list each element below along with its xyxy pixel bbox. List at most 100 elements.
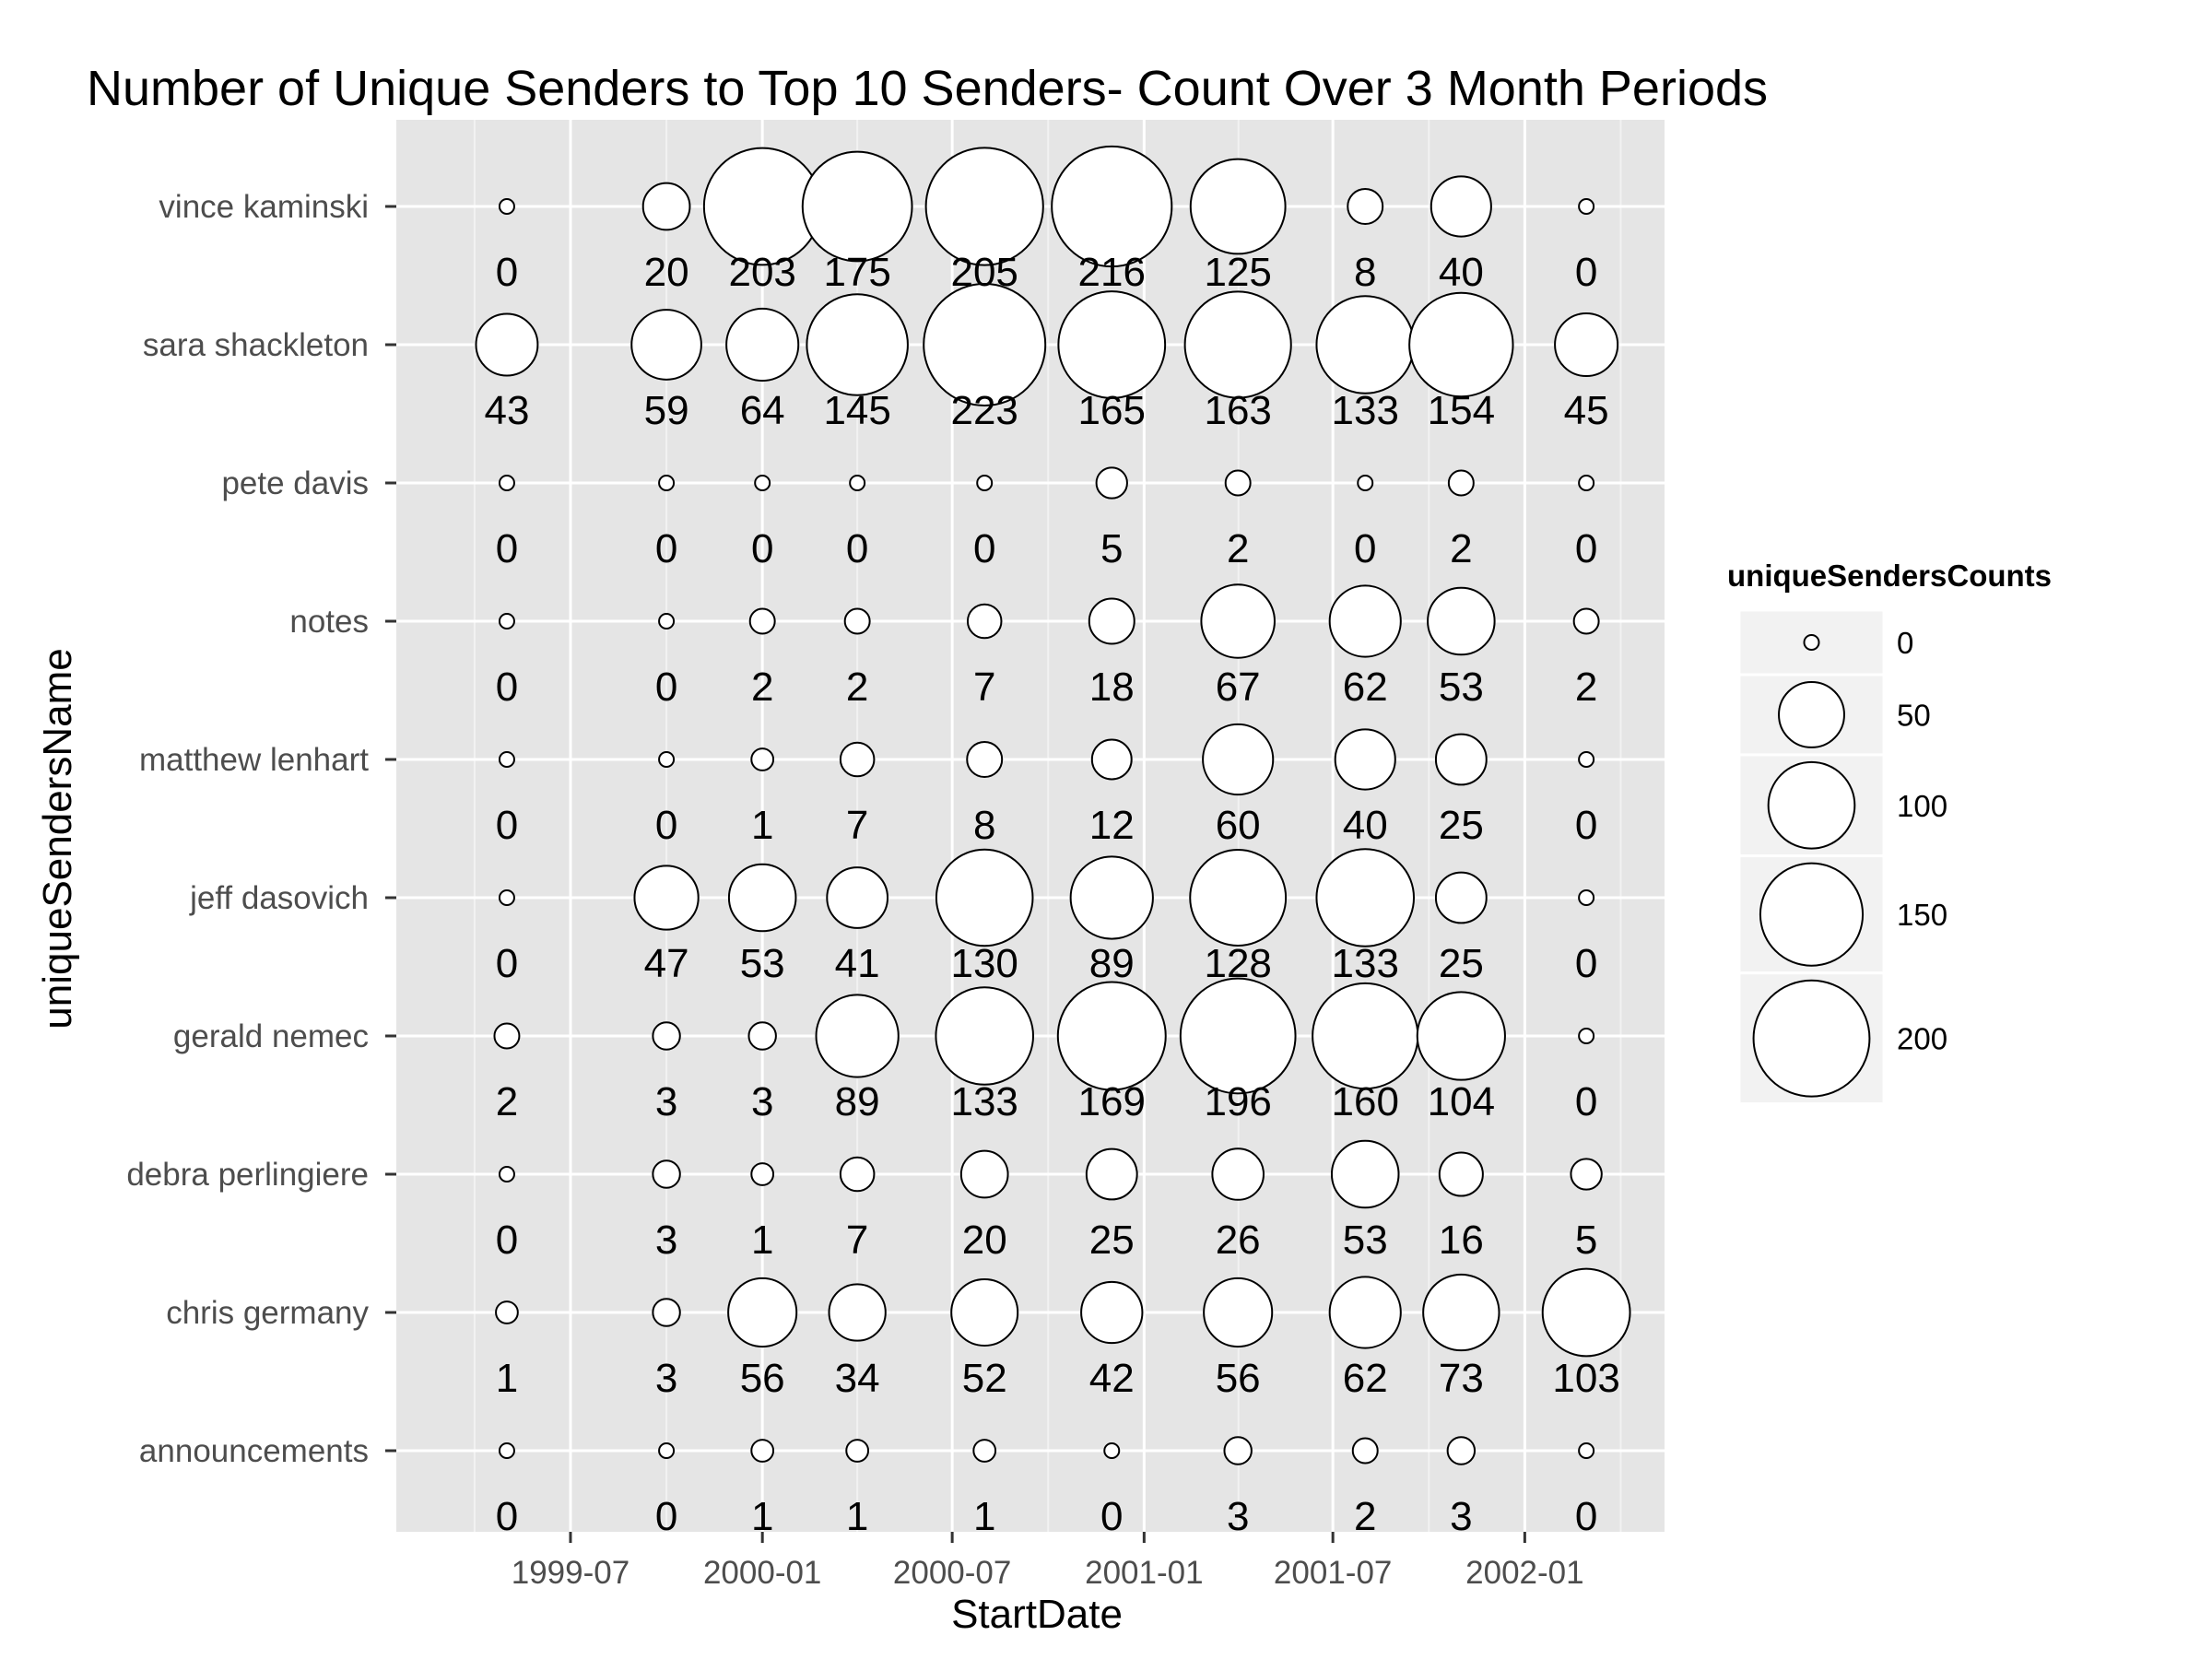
bubble-value-label: 5 xyxy=(1575,1218,1597,1263)
bubble xyxy=(976,475,994,491)
bubble-value-label: 1 xyxy=(846,1494,868,1539)
bubble-value-label: 7 xyxy=(846,1218,868,1263)
bubble-value-label: 133 xyxy=(1332,941,1399,986)
legend-label: 150 xyxy=(1897,898,1947,932)
x-tick-label: 2002-01 xyxy=(1465,1555,1583,1591)
bubble xyxy=(1416,991,1506,1081)
bubble-value-label: 104 xyxy=(1428,1079,1495,1124)
bubble xyxy=(1211,1147,1265,1201)
bubble xyxy=(1056,981,1167,1091)
bubble-value-label: 154 xyxy=(1428,388,1495,433)
bubble-value-label: 7 xyxy=(846,803,868,848)
bubble xyxy=(1554,312,1619,378)
bubble-value-label: 0 xyxy=(655,526,677,571)
bubble-value-label: 1 xyxy=(751,803,773,848)
bubble-value-label: 0 xyxy=(1354,526,1376,571)
bubble-value-label: 0 xyxy=(1575,1079,1597,1124)
bubble xyxy=(498,613,515,629)
bubble xyxy=(1315,295,1416,394)
bubble-value-label: 0 xyxy=(655,665,677,710)
bubble-value-label: 62 xyxy=(1343,665,1388,710)
bubble-value-label: 3 xyxy=(1227,1494,1249,1539)
bubble-value-label: 0 xyxy=(751,526,773,571)
bubble xyxy=(845,1439,870,1463)
legend-bubble xyxy=(1767,760,1856,850)
bubble-value-label: 40 xyxy=(1439,250,1484,295)
bubble-value-label: 0 xyxy=(496,250,518,295)
legend-label: 200 xyxy=(1897,1022,1947,1056)
bubble xyxy=(727,863,797,933)
bubble xyxy=(1103,1442,1121,1459)
bubble-value-label: 89 xyxy=(835,1079,880,1124)
bubble-value-label: 175 xyxy=(823,250,890,295)
bubble xyxy=(652,1298,681,1327)
bubble xyxy=(1572,607,1600,635)
bubble xyxy=(806,293,909,396)
bubble-value-label: 205 xyxy=(950,250,1018,295)
bubble xyxy=(1427,586,1496,656)
bubble xyxy=(1578,1442,1595,1459)
bubble xyxy=(1328,584,1402,658)
bubble xyxy=(498,475,515,491)
bubble-value-label: 0 xyxy=(496,1494,518,1539)
bubble-value-label: 160 xyxy=(1332,1079,1399,1124)
bubble-value-label: 0 xyxy=(655,1494,677,1539)
bubble xyxy=(658,1442,676,1459)
bubble xyxy=(839,1156,876,1193)
bubble-value-label: 25 xyxy=(1439,803,1484,848)
bubble xyxy=(652,1021,681,1051)
bubble xyxy=(1541,1267,1631,1358)
bubble-value-label: 12 xyxy=(1089,803,1135,848)
bubble-value-label: 64 xyxy=(740,388,785,433)
y-tick-label: matthew lenhart xyxy=(139,742,369,778)
legend-title: uniqueSendersCounts xyxy=(1727,559,2052,593)
bubble-value-label: 2 xyxy=(1354,1494,1376,1539)
bubble-value-label: 53 xyxy=(1343,1218,1388,1263)
bubble-value-label: 3 xyxy=(1450,1494,1472,1539)
bubble xyxy=(950,1277,1019,1347)
bubble xyxy=(747,1021,777,1051)
bubble xyxy=(1447,469,1475,497)
size-legend: uniqueSendersCounts 0 50 100 150 200 xyxy=(1727,559,2052,1106)
y-tick-label: pete davis xyxy=(221,465,369,501)
bubble xyxy=(475,312,539,377)
bubble-value-label: 56 xyxy=(1216,1356,1261,1401)
bubble xyxy=(1434,871,1488,924)
bubble xyxy=(1438,1151,1484,1197)
bubble xyxy=(633,865,700,931)
bubble xyxy=(959,1149,1009,1199)
y-tick-label: debra perlingiere xyxy=(126,1157,369,1193)
y-axis-title: uniqueSendersName xyxy=(35,648,80,1029)
bubble xyxy=(1189,849,1288,947)
bubble xyxy=(1408,291,1514,398)
bubble xyxy=(849,475,866,491)
y-tick-label: sara shackleton xyxy=(143,327,369,363)
bubble xyxy=(1578,475,1595,491)
bubble xyxy=(493,1022,521,1050)
bubble xyxy=(658,751,676,768)
bubble xyxy=(1090,738,1133,781)
bubble-value-label: 73 xyxy=(1439,1356,1484,1401)
bubble xyxy=(750,1439,775,1463)
bubble-value-label: 196 xyxy=(1204,1079,1271,1124)
bubble-value-label: 0 xyxy=(846,526,868,571)
bubble-value-label: 163 xyxy=(1204,388,1271,433)
bubble-value-label: 5 xyxy=(1100,526,1123,571)
bubble-value-label: 0 xyxy=(1575,1494,1597,1539)
bubble-value-label: 0 xyxy=(973,526,995,571)
bubble xyxy=(972,1439,997,1463)
bubble xyxy=(1057,290,1167,399)
x-tick-label: 2001-01 xyxy=(1085,1555,1203,1591)
x-tick-label: 2001-07 xyxy=(1274,1555,1392,1591)
bubble-value-label: 40 xyxy=(1343,803,1388,848)
bubble-value-label: 18 xyxy=(1089,665,1135,710)
bubble-value-label: 203 xyxy=(728,250,795,295)
bubble-value-label: 25 xyxy=(1439,941,1484,986)
bubble xyxy=(630,309,702,381)
bubble xyxy=(828,1283,887,1342)
bubble-value-label: 2 xyxy=(1575,665,1597,710)
legend-label: 50 xyxy=(1897,698,1931,732)
bubble xyxy=(1330,1139,1400,1209)
bubble xyxy=(1203,1277,1274,1348)
